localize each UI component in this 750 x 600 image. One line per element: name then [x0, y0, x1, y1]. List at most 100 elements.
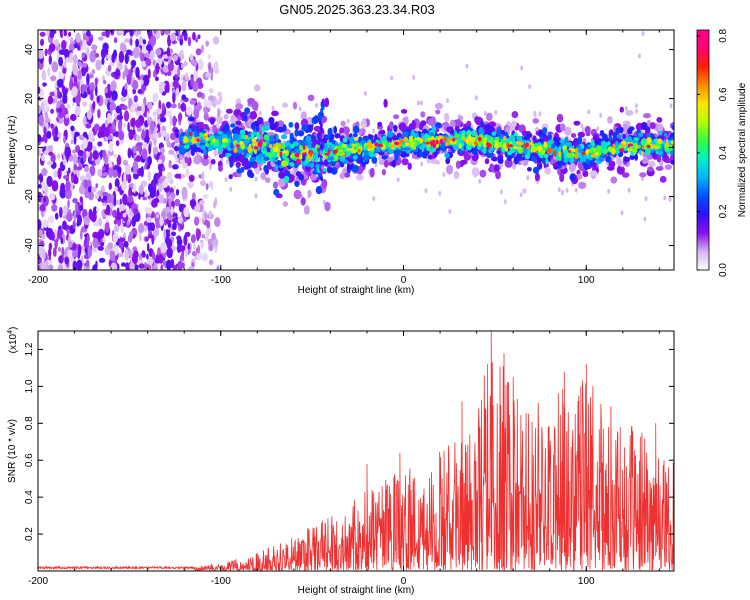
heatmap-noise-cell: [128, 186, 133, 199]
heatmap-noise-cell: [120, 42, 125, 54]
heatmap-signal-cell: [633, 137, 640, 142]
heatmap-noise-cell: [135, 38, 140, 47]
heatmap-noise-cell: [124, 52, 129, 65]
heatmap-noise-cell: [161, 180, 169, 188]
heatmap-noise-cell: [133, 95, 138, 103]
heatmap-noise-cell: [160, 241, 167, 254]
heatmap-noise-cell: [121, 262, 126, 267]
heatmap-noise-cell: [193, 242, 196, 251]
heatmap-noise-cell: [135, 66, 140, 79]
heatmap-signal-cell: [262, 150, 268, 155]
heatmap-signal-cell: [254, 84, 261, 92]
heatmap-signal-cell: [446, 164, 454, 175]
heatmap-noise-cell: [641, 176, 644, 182]
heatmap-signal-cell: [378, 143, 383, 148]
heatmap-signal-cell: [225, 152, 232, 158]
heatmap-noise-cell: [152, 92, 159, 102]
heatmap-noise-cell: [51, 30, 55, 34]
heatmap-noise-cell: [162, 65, 170, 73]
heatmap-noise-cell: [168, 197, 172, 208]
heatmap-noise-cell: [102, 149, 107, 160]
heatmap-signal-cell: [513, 156, 520, 165]
heatmap-signal-cell: [178, 134, 183, 142]
heatmap-signal-cell: [449, 119, 456, 128]
heatmap-signal-cell: [191, 147, 198, 153]
heatmap-signal-cell: [487, 143, 492, 148]
heatmap-signal-cell: [313, 115, 320, 124]
heatmap-noise-cell: [172, 115, 177, 127]
heatmap-signal-cell: [474, 134, 479, 141]
heatmap-noise-cell: [446, 98, 449, 104]
heatmap-noise-cell: [528, 84, 532, 90]
heatmap-noise-cell: [180, 102, 187, 112]
heatmap-signal-cell: [282, 160, 289, 167]
heatmap-signal-cell: [203, 113, 209, 121]
heatmap-noise-cell: [97, 141, 103, 147]
heatmap-noise-cell: [111, 90, 118, 101]
heatmap-signal-cell: [194, 129, 198, 138]
heatmap-noise-cell: [42, 219, 49, 228]
heatmap-noise-cell: [68, 43, 76, 51]
heatmap-signal-cell: [558, 155, 562, 162]
heatmap-signal-cell: [482, 140, 488, 147]
heatmap-signal-cell: [530, 156, 537, 162]
heatmap-noise-cell: [95, 53, 100, 58]
heatmap-signal-cell: [443, 112, 450, 123]
heatmap-noise-cell: [119, 203, 126, 212]
heatmap-noise-cell: [160, 194, 164, 200]
heatmap-noise-cell: [158, 82, 164, 94]
heatmap-noise-cell: [113, 49, 117, 59]
heatmap-noise-cell: [53, 136, 59, 142]
heatmap-noise-cell: [74, 203, 79, 211]
heatmap-signal-cell: [578, 181, 587, 190]
heatmap-signal-cell: [497, 157, 504, 164]
heatmap-noise-cell: [128, 129, 134, 141]
heatmap-signal-cell: [273, 181, 278, 189]
heatmap-noise-cell: [181, 80, 187, 92]
heatmap-noise-cell: [193, 68, 199, 80]
heatmap-noise-cell: [79, 204, 84, 212]
heatmap-signal-cell: [263, 134, 269, 141]
heatmap-signal-cell: [427, 154, 433, 160]
heatmap-signal-cell: [319, 126, 323, 132]
heatmap-signal-cell: [218, 165, 223, 172]
heatmap-noise-cell: [416, 100, 420, 106]
heatmap-signal-cell: [292, 101, 298, 110]
heatmap-signal-cell: [589, 170, 598, 177]
heatmap-noise-cell: [105, 30, 110, 38]
heatmap-signal-cell: [539, 150, 545, 155]
heatmap-noise-cell: [208, 210, 213, 219]
heatmap-signal-cell: [292, 141, 299, 147]
heatmap-signal-cell: [644, 126, 651, 132]
heatmap-noise-cell: [164, 83, 169, 94]
heatmap-signal-cell: [445, 142, 449, 147]
heatmap-noise-cell: [160, 30, 164, 34]
heatmap-noise-cell: [189, 199, 197, 208]
heatmap-signal-cell: [371, 156, 378, 164]
heatmap-noise-cell: [179, 37, 184, 46]
heatmap-signal-cell: [273, 147, 279, 153]
heatmap-noise-cell: [159, 147, 165, 154]
heatmap-frame: [37, 29, 675, 271]
heatmap-noise-cell: [67, 199, 70, 209]
heatmap-noise-cell: [123, 110, 130, 122]
heatmap-noise-cell: [73, 173, 77, 183]
heatmap-signal-cell: [443, 136, 447, 142]
heatmap-noise-cell: [124, 251, 130, 261]
heatmap-signal-cell: [203, 153, 209, 160]
heatmap-signal-cell: [639, 172, 647, 178]
heatmap-noise-cell: [68, 241, 73, 248]
heatmap-signal-cell: [310, 134, 316, 140]
heatmap-noise-cell: [47, 95, 54, 105]
heatmap-signal-cell: [303, 205, 310, 215]
heatmap-signal-cell: [669, 150, 674, 156]
heatmap-noise-cell: [46, 175, 53, 187]
heatmap-noise-cell: [213, 96, 217, 101]
heatmap-signal-cell: [607, 146, 613, 152]
heatmap-noise-cell: [133, 208, 139, 215]
heatmap-noise-cell: [136, 30, 142, 36]
y-tick-label: 0: [24, 144, 35, 150]
heatmap-signal-cell: [214, 139, 220, 145]
heatmap-noise-cell: [158, 253, 164, 264]
